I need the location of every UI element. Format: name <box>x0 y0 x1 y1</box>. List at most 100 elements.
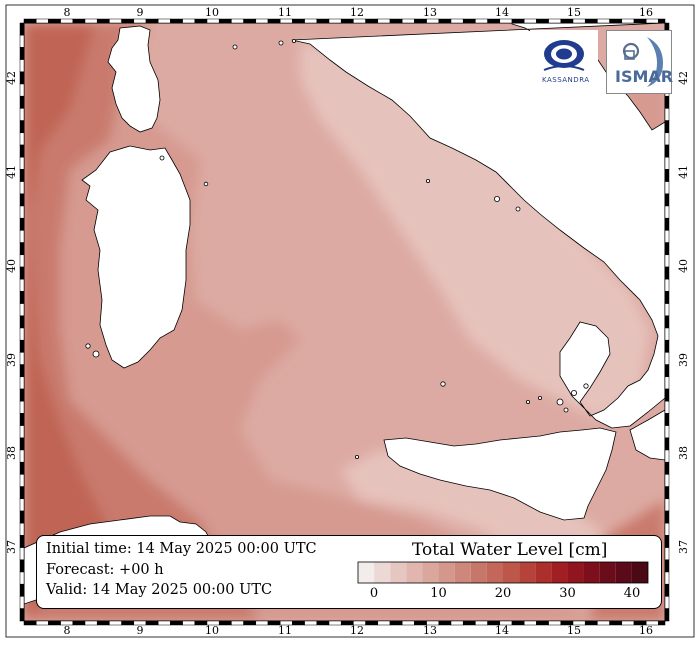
frame-segment <box>664 254 670 268</box>
frame-segment <box>19 278 25 292</box>
frame-segment <box>19 144 25 158</box>
frame-segment <box>19 596 25 609</box>
frame-segment <box>664 327 670 341</box>
colorbar <box>357 561 649 584</box>
frame-segment <box>475 18 488 24</box>
frame-segment <box>19 303 25 317</box>
frame-segment <box>133 18 147 24</box>
frame-segment <box>19 230 25 243</box>
colorbar-swatch <box>551 562 568 583</box>
frame-segment <box>218 620 232 626</box>
frame-segment <box>633 18 647 24</box>
frame-segment <box>109 620 122 626</box>
frame-segment <box>19 181 25 195</box>
frame-segment <box>19 108 25 121</box>
longitude-labels-bottom: 8 9 10 11 12 13 14 15 16 <box>64 624 654 637</box>
frame-segment <box>206 18 220 24</box>
frame-segment <box>664 388 670 402</box>
frame-segment <box>109 18 122 24</box>
latitude-label: 37 <box>5 540 18 554</box>
frame-segment <box>35 18 49 24</box>
frame-segment <box>84 620 98 626</box>
frame-segment <box>48 620 61 626</box>
frame-segment <box>19 339 25 353</box>
frame-segment <box>664 437 670 451</box>
frame-segment <box>664 278 670 292</box>
colorbar-swatch <box>374 562 391 583</box>
frame-segment <box>19 559 25 573</box>
frame-segment <box>664 498 670 512</box>
colorbar-swatch <box>486 562 503 583</box>
longitude-label: 16 <box>639 6 653 19</box>
frame-segment <box>19 376 25 390</box>
colorbar-swatch <box>583 562 600 583</box>
frame-segment <box>664 413 670 426</box>
sicily-land <box>383 427 617 521</box>
latitude-label: 38 <box>677 446 690 460</box>
frame-segment <box>664 547 670 561</box>
frame-segment <box>353 18 366 24</box>
frame-checker-border <box>19 18 670 626</box>
longitude-label: 8 <box>64 6 71 19</box>
frame-segment <box>243 18 257 24</box>
frame-segment <box>19 169 25 182</box>
frame-segment <box>170 620 183 626</box>
frame-segment <box>664 608 670 622</box>
frame-segment <box>664 376 670 390</box>
longitude-label: 11 <box>278 6 292 19</box>
frame-segment <box>292 18 305 24</box>
frame-segment <box>19 254 25 268</box>
kassandra-logo-icon <box>543 40 585 71</box>
frame-segment <box>19 266 25 280</box>
frame-segment <box>19 71 25 85</box>
colorbar-tick-label: 30 <box>559 586 576 601</box>
frame-segment <box>377 620 391 626</box>
colorbar-swatch <box>615 562 632 583</box>
frame-segment <box>19 120 25 134</box>
frame-segment <box>389 18 403 24</box>
frame-segment <box>19 522 25 536</box>
frame-segment <box>621 620 635 626</box>
frame-segment <box>84 18 98 24</box>
frame-segment <box>328 18 342 24</box>
frame-segment <box>170 18 183 24</box>
longitude-label: 9 <box>137 6 144 19</box>
frame-segment <box>664 559 670 573</box>
frame-segment <box>609 620 623 626</box>
frame-segment <box>19 474 25 487</box>
frame-segment <box>401 620 415 626</box>
latitude-label: 40 <box>5 259 18 273</box>
frame-segment <box>340 18 354 24</box>
frame-segment <box>19 193 25 207</box>
frame-segment <box>389 620 403 626</box>
colorbar-swatch <box>503 562 520 583</box>
ismar-logo-text: ISMAR <box>615 67 674 86</box>
colorbar-swatch <box>422 562 439 583</box>
frame-segment <box>597 18 610 24</box>
colorbar-swatch <box>454 562 471 583</box>
frame-segment <box>19 315 25 329</box>
frame-segment <box>487 18 501 24</box>
frame-segment <box>19 47 25 60</box>
colorbar-swatch <box>438 562 455 583</box>
frame-segment <box>664 339 670 353</box>
frame-segment <box>19 388 25 402</box>
frame-segment <box>450 620 464 626</box>
frame-segment <box>19 547 25 561</box>
colorbar-title: Total Water Level [cm] <box>412 540 608 560</box>
frame-segment <box>426 18 440 24</box>
frame-segment <box>328 620 342 626</box>
frame-segment <box>664 303 670 317</box>
frame-segment <box>19 217 25 231</box>
longitude-label: 9 <box>137 624 144 637</box>
frame-segment <box>462 620 476 626</box>
frame-segment <box>664 132 670 146</box>
colorbar-swatch <box>535 562 552 583</box>
ismar-logo-icon <box>622 37 663 87</box>
sardinia-land <box>81 145 191 369</box>
frame-segment <box>72 620 86 626</box>
frame-segment <box>548 620 562 626</box>
colorbar-swatch <box>406 562 423 583</box>
frame-segment <box>19 59 25 73</box>
info-legend-box: Initial time: 14 May 2025 00:00 UTC Fore… <box>36 535 662 609</box>
